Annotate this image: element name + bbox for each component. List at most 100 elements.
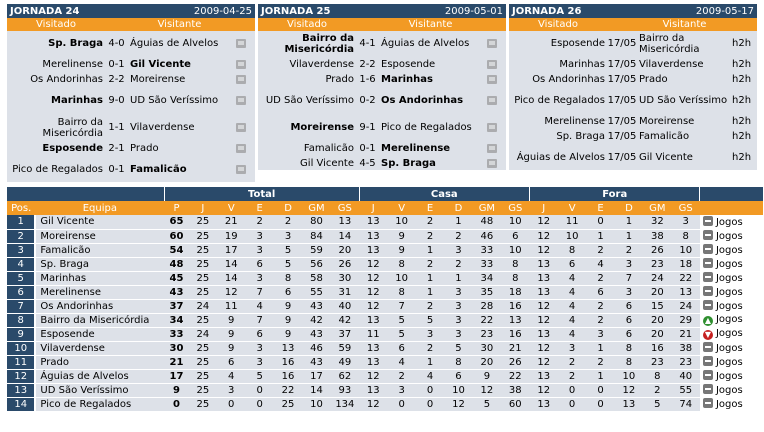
points: 34 xyxy=(164,313,189,328)
jogos-label[interactable]: Jogos xyxy=(715,287,743,298)
jogos-label[interactable]: Jogos xyxy=(715,245,743,256)
stat-cell: 18 xyxy=(501,285,530,300)
stat-cell: 22 xyxy=(472,313,502,328)
jogos-label[interactable]: Jogos xyxy=(715,216,743,228)
team-name[interactable]: Pico de Regalados xyxy=(35,397,165,412)
team-name[interactable]: Águias de Alvelos xyxy=(35,369,165,384)
stat-cell: 3 xyxy=(444,243,473,258)
jogos-label[interactable]: Jogos xyxy=(715,328,743,339)
stat-cell: 25 xyxy=(273,397,303,412)
jogos-link[interactable]: Jogos xyxy=(699,257,763,272)
jogos-link[interactable]: Jogos xyxy=(699,383,763,398)
h2h-link[interactable]: h2h xyxy=(732,116,752,127)
tv-icon[interactable] xyxy=(231,96,251,105)
column-header: Pos. xyxy=(7,201,36,215)
stat-cell: 56 xyxy=(302,257,331,272)
jogos-label[interactable]: Jogos xyxy=(715,343,743,354)
stat-cell: 12 xyxy=(359,397,388,412)
h2h-link[interactable]: h2h xyxy=(732,152,752,163)
jogos-link[interactable]: Jogos xyxy=(699,285,763,300)
match-score: 2-1 xyxy=(108,143,125,154)
team-name[interactable]: Bairro da Misericórdia xyxy=(35,313,165,328)
jogos-link[interactable]: Jogos xyxy=(699,355,763,370)
col-visitante: Visitante xyxy=(408,19,453,30)
h2h-link[interactable]: h2h xyxy=(732,74,752,85)
tv-icon[interactable] xyxy=(482,159,502,168)
tv-icon[interactable] xyxy=(482,96,502,105)
position: 11 xyxy=(7,355,37,370)
team-name[interactable]: Os Andorinhas xyxy=(35,299,165,314)
team-name[interactable]: Merelinense xyxy=(35,285,165,300)
jogos-link[interactable]: Jogos xyxy=(699,271,763,286)
team-name[interactable]: UD São Veríssimo xyxy=(35,383,165,398)
jornada-title[interactable]: JORNADA 26 xyxy=(512,5,582,17)
jogos-label[interactable]: Jogos xyxy=(715,357,743,368)
stat-cell: 14 xyxy=(330,229,360,244)
jornada-column-headers: Visitado Visitante xyxy=(509,18,757,31)
jogos-link[interactable]: Jogos xyxy=(699,397,763,412)
h2h-link[interactable]: h2h xyxy=(732,38,752,49)
position: 8 xyxy=(7,313,37,328)
team-name[interactable]: Moreirense xyxy=(35,229,165,244)
stat-cell: 38 xyxy=(671,341,700,356)
stat-cell: 25 xyxy=(188,341,218,356)
jornada-title[interactable]: JORNADA 25 xyxy=(261,5,331,17)
team-name[interactable]: Famalicão xyxy=(35,243,165,258)
jogos-label[interactable]: Jogos xyxy=(715,273,743,284)
tv-icon[interactable] xyxy=(231,144,251,153)
jogos-label[interactable]: Jogos xyxy=(715,314,743,325)
jogos-label[interactable]: Jogos xyxy=(715,231,743,242)
position: 14 xyxy=(7,397,37,412)
stat-cell: 30 xyxy=(472,341,502,356)
stat-cell: 40 xyxy=(330,299,360,314)
jogos-label[interactable]: Jogos xyxy=(715,371,743,382)
jogos-link[interactable]: Jogos xyxy=(699,369,763,384)
jogos-link[interactable]: Jogos xyxy=(699,229,763,244)
tv-icon[interactable] xyxy=(482,39,502,48)
h2h-link[interactable]: h2h xyxy=(732,95,752,106)
tv-icon[interactable] xyxy=(482,60,502,69)
jogos-link[interactable]: Jogos xyxy=(699,243,763,258)
stat-cell: 25 xyxy=(188,397,218,412)
jogos-link[interactable]: Jogos xyxy=(699,299,763,314)
jogos-link[interactable]: Jogos xyxy=(699,215,763,230)
team-name[interactable]: Prado xyxy=(35,355,165,370)
jogos-link[interactable]: ▼ Jogos xyxy=(699,327,763,342)
jogos-label[interactable]: Jogos xyxy=(715,259,743,270)
position: 2 xyxy=(7,229,37,244)
jogos-link[interactable]: Jogos xyxy=(699,341,763,356)
home-team: Pico de Regalados xyxy=(514,95,605,106)
jogos-label[interactable]: Jogos xyxy=(715,399,743,410)
jogos-label[interactable]: Jogos xyxy=(715,385,743,396)
stat-cell: 13 xyxy=(671,285,700,300)
tv-icon[interactable] xyxy=(482,144,502,153)
tv-icon[interactable] xyxy=(231,39,251,48)
team-name[interactable]: Marinhas xyxy=(35,271,165,286)
stat-cell: 23 xyxy=(472,327,502,342)
team-name[interactable]: Vilaverdense xyxy=(35,341,165,356)
tv-icon[interactable] xyxy=(231,75,251,84)
jornada-title[interactable]: JORNADA 24 xyxy=(10,5,80,17)
team-name[interactable]: Sp. Braga xyxy=(35,257,165,272)
h2h-link[interactable]: h2h xyxy=(732,131,752,142)
jogos-link[interactable]: ▲ Jogos xyxy=(699,313,763,328)
tv-icon[interactable] xyxy=(231,123,251,132)
stat-cell: 4 xyxy=(557,327,587,342)
jogos-label[interactable]: Jogos xyxy=(715,301,743,312)
tv-icon[interactable] xyxy=(231,60,251,69)
tv-icon[interactable] xyxy=(231,165,251,174)
h2h-link[interactable]: h2h xyxy=(732,59,752,70)
stat-cell: 5 xyxy=(245,369,274,384)
stat-cell: 40 xyxy=(671,369,700,384)
team-name[interactable]: Gil Vicente xyxy=(35,215,165,230)
tv-icon[interactable] xyxy=(482,123,502,132)
stat-cell: 11 xyxy=(217,299,246,314)
team-name[interactable]: Esposende xyxy=(35,327,165,342)
stat-cell: 2 xyxy=(415,215,445,230)
match-date: 17/05 xyxy=(607,152,637,163)
stat-cell: 18 xyxy=(671,257,700,272)
stat-cell: 5 xyxy=(387,313,416,328)
stat-cell: 3 xyxy=(614,285,644,300)
tv-icon[interactable] xyxy=(482,75,502,84)
away-team: Gil Vicente xyxy=(639,152,693,163)
